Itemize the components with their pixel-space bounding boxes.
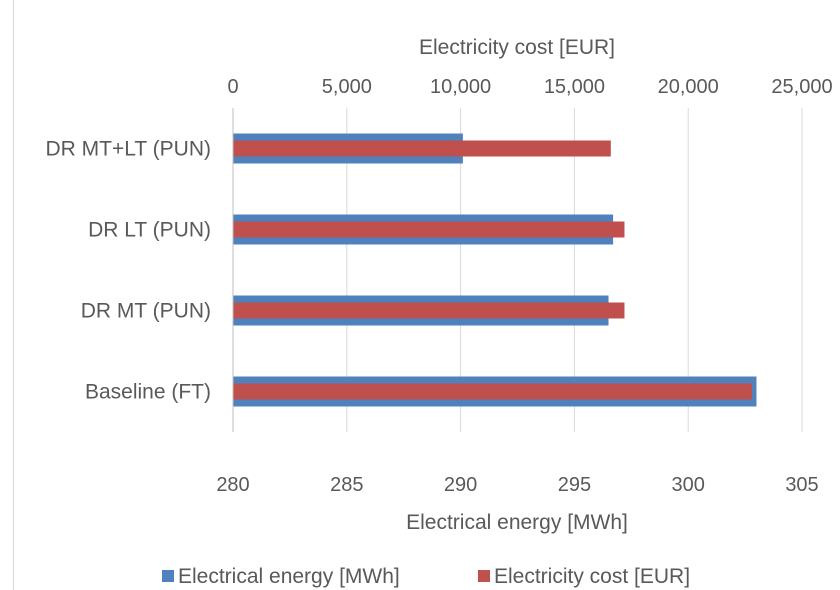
bar-electricity-cost bbox=[233, 383, 752, 400]
axes: 280 285 290 295 300 305 0 5,000 10,000 15,000 20,0… bbox=[46, 76, 833, 496]
category-label: DR MT (PUN) bbox=[81, 300, 211, 323]
legend-swatch-cost bbox=[478, 570, 490, 582]
bottom-tick-label: 295 bbox=[558, 474, 591, 496]
legend-label-energy: Electrical energy [MWh] bbox=[178, 565, 400, 588]
category-label: DR LT (PUN) bbox=[88, 219, 211, 242]
legend: Electrical energy [MWh] Electricity cost… bbox=[162, 565, 690, 588]
top-tick-label: 25,000 bbox=[771, 76, 832, 98]
bottom-axis-title: Electrical energy [MWh] bbox=[406, 511, 628, 534]
left-border-line bbox=[13, 0, 14, 590]
category-label: Baseline (FT) bbox=[85, 381, 211, 404]
legend-label-cost: Electricity cost [EUR] bbox=[494, 565, 690, 588]
legend-swatch-energy bbox=[162, 570, 174, 582]
bars bbox=[233, 133, 757, 407]
bottom-tick-label: 290 bbox=[444, 474, 477, 496]
top-tick-label: 5,000 bbox=[322, 76, 372, 98]
bar-electricity-cost bbox=[233, 140, 611, 157]
bar-electricity-cost bbox=[233, 221, 625, 238]
bottom-tick-label: 285 bbox=[330, 474, 363, 496]
top-tick-label: 15,000 bbox=[544, 76, 605, 98]
top-tick-label: 10,000 bbox=[430, 76, 491, 98]
bottom-tick-label: 305 bbox=[785, 474, 818, 496]
bar-electricity-cost bbox=[233, 302, 625, 319]
top-tick-label: 20,000 bbox=[658, 76, 719, 98]
top-axis-title: Electricity cost [EUR] bbox=[419, 36, 615, 59]
top-tick-label: 0 bbox=[227, 76, 238, 98]
bottom-tick-label: 300 bbox=[672, 474, 705, 496]
category-label: DR MT+LT (PUN) bbox=[46, 138, 211, 161]
bottom-tick-label: 280 bbox=[216, 474, 249, 496]
